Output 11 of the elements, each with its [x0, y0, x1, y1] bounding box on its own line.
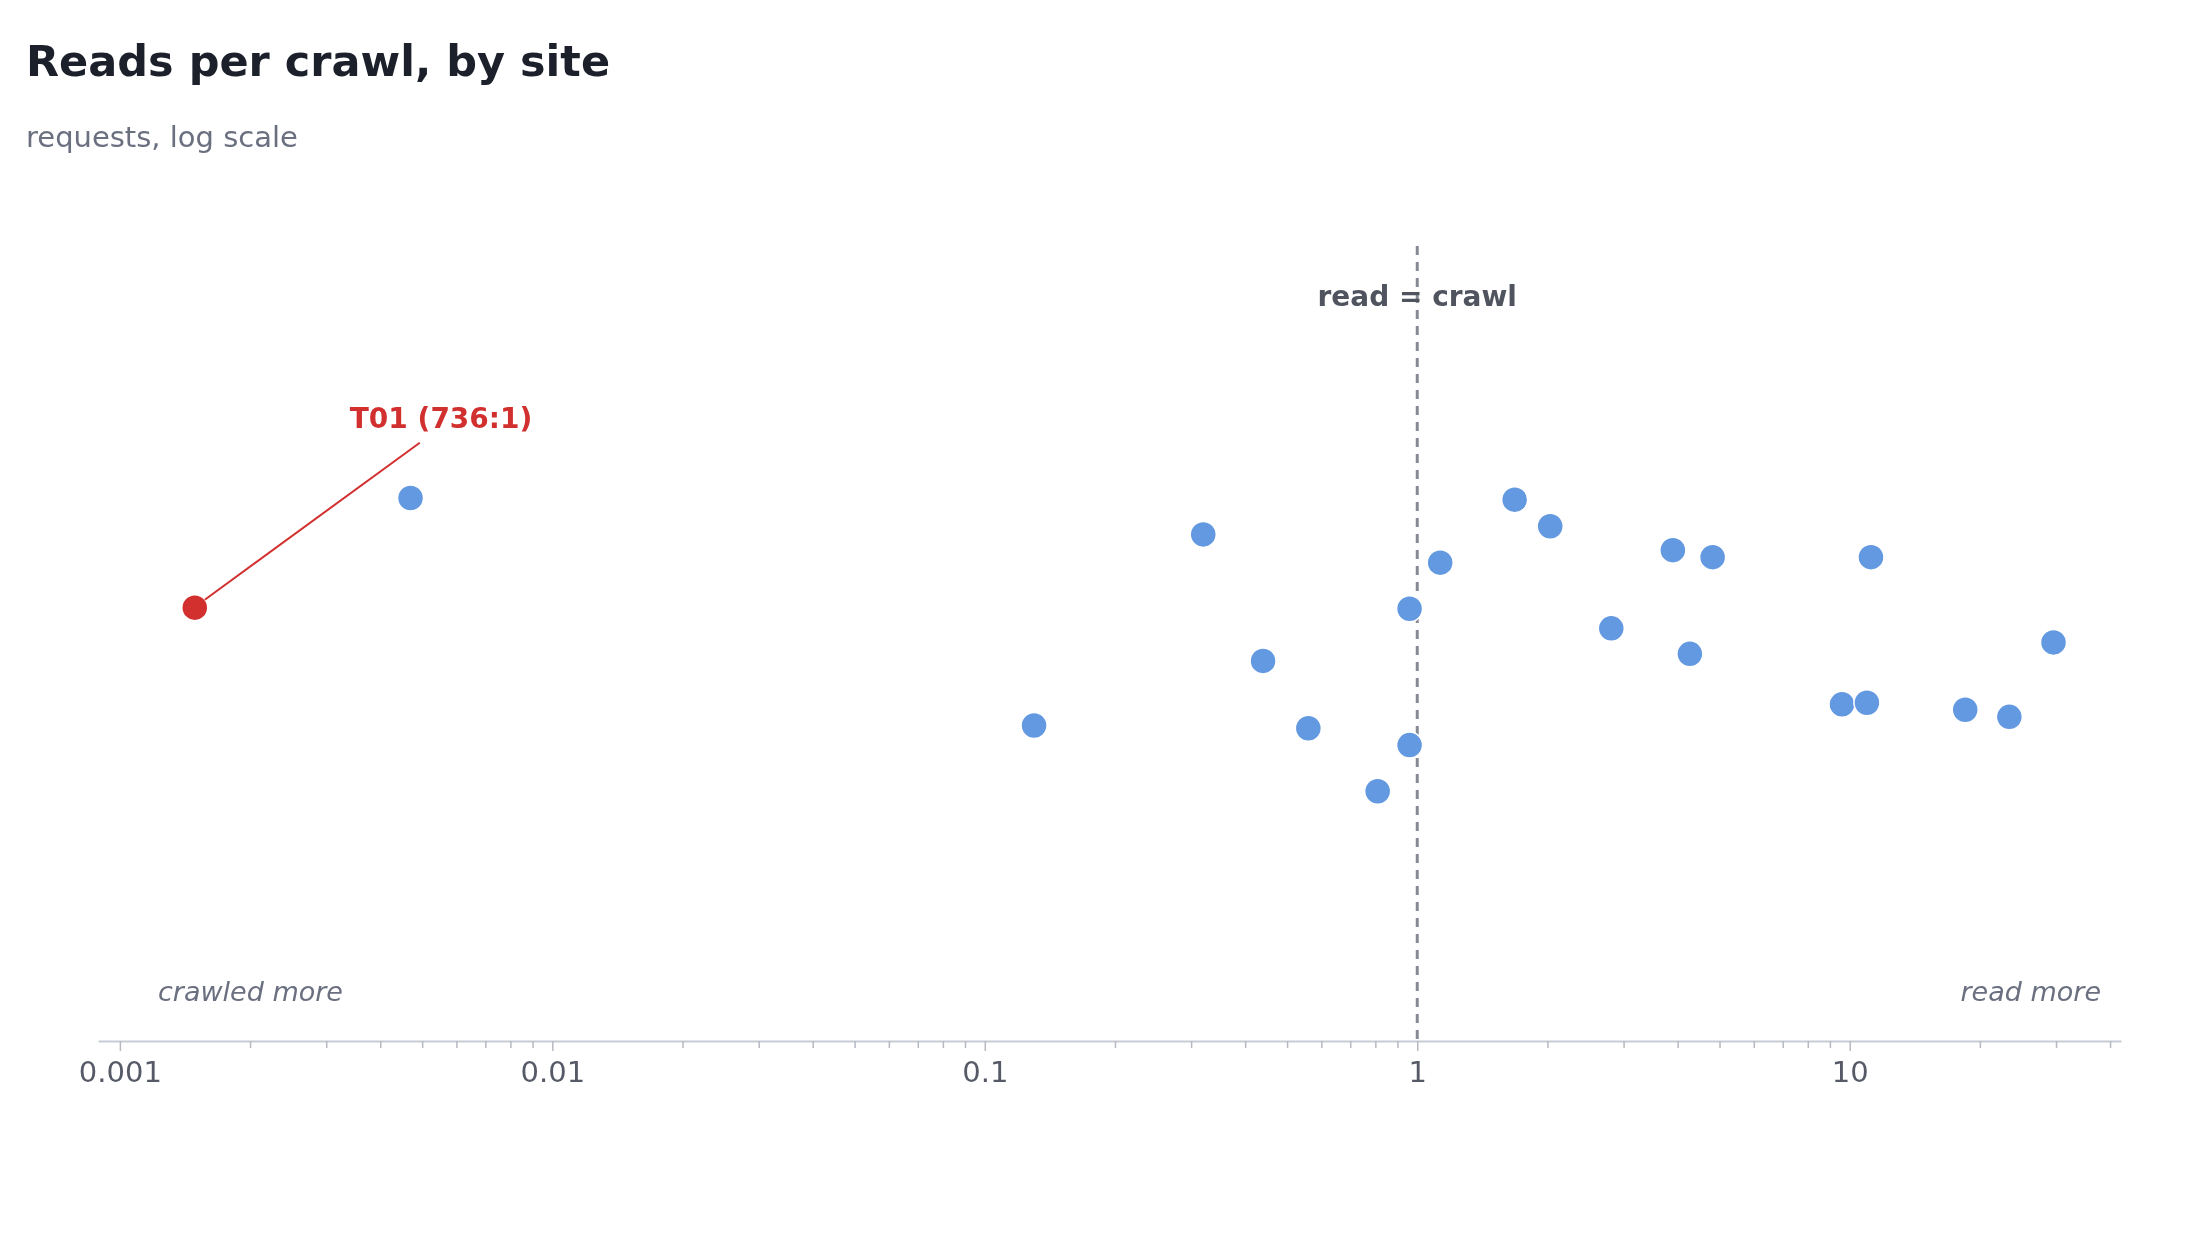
chart-title: Reads per crawl, by site — [26, 36, 611, 86]
x-tick-label: 10 — [1831, 1054, 1869, 1089]
annotation: read more — [1960, 976, 2101, 1007]
x-tick-label: 1 — [1408, 1054, 1427, 1089]
text: T01 (736:1) — [349, 401, 533, 435]
x-tick-label: 0.01 — [520, 1054, 586, 1089]
x-tick-label: 0.001 — [78, 1054, 162, 1089]
x-tick-label: 0.1 — [962, 1054, 1009, 1089]
ref-line-label: read = crawl — [1317, 280, 1517, 313]
chart-subtitle: requests, log scale — [26, 120, 298, 154]
annotation: crawled more — [158, 976, 343, 1007]
